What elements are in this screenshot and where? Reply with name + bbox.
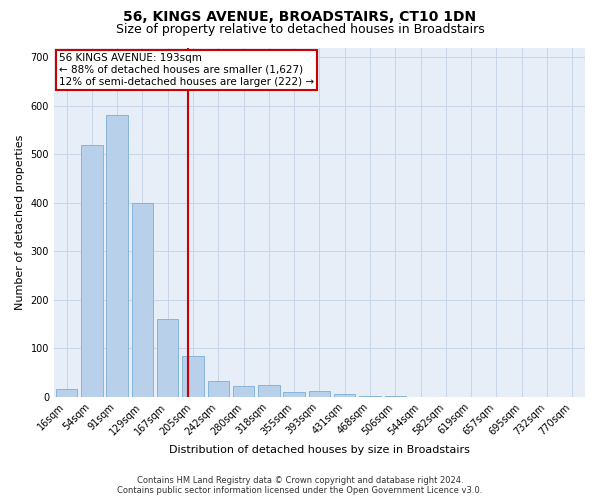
Bar <box>131 203 153 397</box>
Bar <box>157 319 178 397</box>
Bar <box>81 144 103 397</box>
Bar <box>208 381 229 397</box>
Text: 56 KINGS AVENUE: 193sqm
← 88% of detached houses are smaller (1,627)
12% of semi: 56 KINGS AVENUE: 193sqm ← 88% of detache… <box>59 54 314 86</box>
Text: Contains HM Land Registry data © Crown copyright and database right 2024.
Contai: Contains HM Land Registry data © Crown c… <box>118 476 482 495</box>
Bar <box>106 116 128 397</box>
X-axis label: Distribution of detached houses by size in Broadstairs: Distribution of detached houses by size … <box>169 445 470 455</box>
Text: Size of property relative to detached houses in Broadstairs: Size of property relative to detached ho… <box>116 22 484 36</box>
Bar <box>359 396 381 397</box>
Bar <box>182 356 204 397</box>
Bar <box>258 385 280 397</box>
Y-axis label: Number of detached properties: Number of detached properties <box>15 134 25 310</box>
Bar <box>309 391 330 397</box>
Bar <box>233 386 254 397</box>
Text: 56, KINGS AVENUE, BROADSTAIRS, CT10 1DN: 56, KINGS AVENUE, BROADSTAIRS, CT10 1DN <box>124 10 476 24</box>
Bar <box>283 392 305 397</box>
Bar <box>56 389 77 397</box>
Bar <box>334 394 355 397</box>
